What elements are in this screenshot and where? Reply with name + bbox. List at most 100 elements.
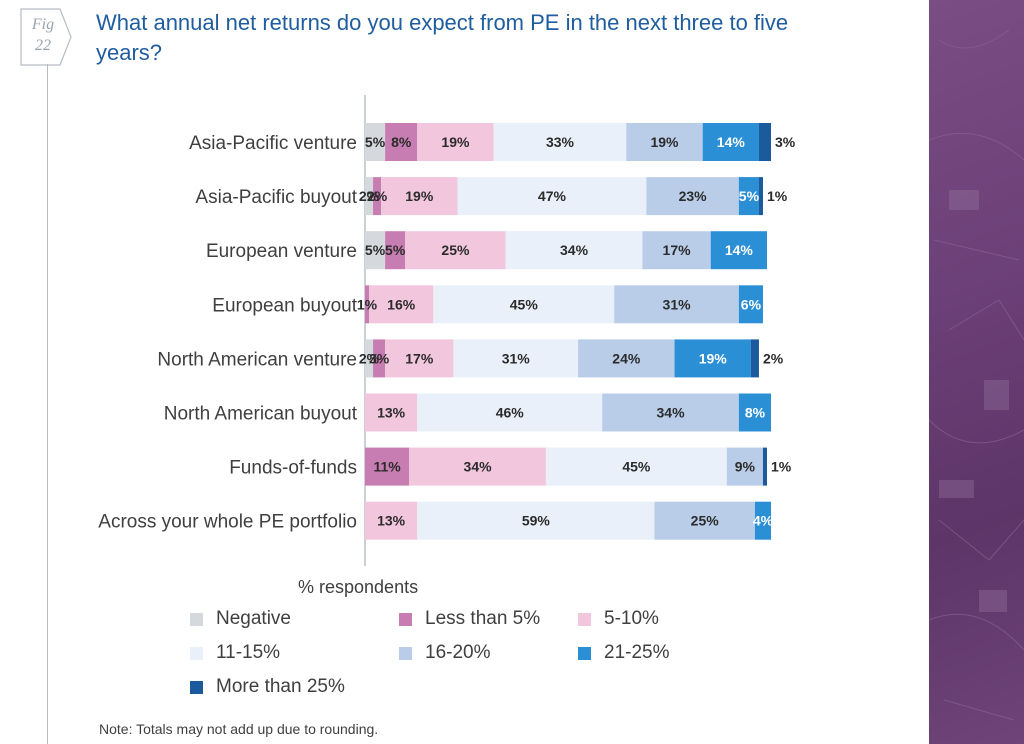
data-label-north-american-buyout-16-20: 34%: [657, 405, 686, 421]
data-label-north-american-venture-5-10: 17%: [405, 350, 434, 366]
category-label-funds-of-funds: Funds-of-funds: [229, 458, 357, 479]
category-label-asia-pacific-buyout: Asia-Pacific buyout: [195, 187, 357, 208]
data-label-european-venture-5-10: 25%: [441, 242, 470, 258]
data-label-asia-pacific-venture-11-15: 33%: [546, 134, 575, 150]
data-label-across-your-whole-pe-portfolio-11-15: 59%: [522, 513, 551, 529]
bar-segment-funds-of-funds-more-than-25: [762, 447, 767, 486]
legend-label-5-10: 5-10%: [604, 608, 659, 629]
data-label-asia-pacific-venture-more-than-25: 3%: [775, 134, 796, 150]
data-label-european-buyout-less-than-5: 1%: [357, 296, 378, 312]
data-label-asia-pacific-venture-negative: 5%: [365, 134, 386, 150]
data-label-funds-of-funds-11-15: 45%: [622, 459, 651, 475]
bar-segment-across-your-whole-pe-portfolio-11-15: [417, 501, 655, 540]
data-label-funds-of-funds-5-10: 34%: [464, 459, 493, 475]
bar-segment-funds-of-funds-5-10: [409, 447, 546, 486]
figure-number: 22: [35, 37, 51, 54]
bar-segment-european-venture-less-than-5: [385, 231, 406, 270]
decorative-photo-panel: [929, 0, 1024, 744]
bar-segment-european-venture-negative: [365, 231, 386, 270]
data-label-european-buyout-5-10: 16%: [387, 296, 416, 312]
bar-segment-across-your-whole-pe-portfolio-5-10: [365, 501, 418, 540]
data-label-across-your-whole-pe-portfolio-16-20: 25%: [691, 513, 720, 529]
data-label-european-venture-21-25: 14%: [725, 242, 754, 258]
data-label-european-venture-16-20: 17%: [663, 242, 692, 258]
legend-swatch-11-15: [190, 647, 203, 660]
bar-segment-funds-of-funds-11-15: [545, 447, 727, 486]
bar-segment-european-venture-11-15: [505, 231, 643, 270]
category-label-european-venture: European venture: [206, 241, 357, 262]
bar-segment-asia-pacific-buyout-more-than-25: [758, 177, 763, 216]
data-label-north-american-venture-less-than-5: 3%: [369, 350, 390, 366]
category-label-across-your-whole-pe-portfolio: Across your whole PE portfolio: [98, 512, 357, 533]
bar-segment-european-buyout-5-10: [369, 285, 434, 324]
bar-segment-european-buyout-21-25: [738, 285, 763, 324]
legend-swatch-16-20: [399, 647, 412, 660]
legend-label-negative: Negative: [216, 608, 291, 629]
data-label-across-your-whole-pe-portfolio-5-10: 13%: [377, 513, 406, 529]
bar-segment-funds-of-funds-less-than-5: [365, 447, 410, 486]
bar-segment-north-american-venture-less-than-5: [373, 339, 386, 378]
data-label-funds-of-funds-more-than-25: 1%: [771, 459, 792, 475]
bar-segment-asia-pacific-buyout-11-15: [457, 177, 647, 216]
bar-segment-asia-pacific-buyout-16-20: [646, 177, 739, 216]
data-label-european-venture-less-than-5: 5%: [385, 242, 406, 258]
data-label-asia-pacific-venture-21-25: 14%: [717, 134, 746, 150]
figure-label: Fig: [31, 16, 55, 33]
bar-segment-asia-pacific-venture-negative: [365, 123, 386, 161]
bar-segment-european-venture-16-20: [642, 231, 711, 270]
legend-swatch-less-than-5: [399, 613, 412, 626]
bar-segment-north-american-buyout-21-25: [738, 393, 772, 432]
data-label-european-buyout-21-25: 6%: [741, 296, 762, 312]
x-axis-label: % respondents: [298, 577, 419, 597]
legend-label-less-than-5: Less than 5%: [425, 608, 541, 629]
bar-segment-asia-pacific-venture-less-than-5: [385, 123, 418, 161]
data-label-across-your-whole-pe-portfolio-21-25: 4%: [753, 513, 774, 529]
bar-segment-european-venture-21-25: [710, 231, 767, 270]
bar-segment-north-american-buyout-16-20: [602, 393, 739, 432]
legend-label-16-20: 16-20%: [425, 642, 491, 663]
data-label-european-buyout-11-15: 45%: [510, 296, 539, 312]
category-label-north-american-buyout: North American buyout: [164, 404, 358, 425]
category-label-european-buyout: European buyout: [212, 295, 357, 316]
data-label-asia-pacific-buyout-16-20: 23%: [679, 188, 708, 204]
data-label-asia-pacific-buyout-less-than-5: 2%: [367, 188, 388, 204]
bar-segment-across-your-whole-pe-portfolio-16-20: [654, 501, 755, 540]
bar-segment-across-your-whole-pe-portfolio-21-25: [754, 501, 772, 540]
figure-badge-shape: [20, 8, 72, 66]
data-label-european-venture-11-15: 34%: [560, 242, 589, 258]
bar-segment-asia-pacific-venture-16-20: [626, 123, 703, 161]
bar-segment-asia-pacific-venture-21-25: [702, 123, 759, 161]
page-rule: [47, 64, 48, 744]
bar-segment-asia-pacific-buyout-negative: [365, 177, 374, 216]
bar-segment-north-american-buyout-11-15: [417, 393, 603, 432]
data-label-north-american-buyout-21-25: 8%: [745, 405, 766, 421]
bar-segment-asia-pacific-buyout-less-than-5: [373, 177, 382, 216]
bar-segment-european-buyout-less-than-5: [365, 285, 370, 324]
bar-segment-european-venture-5-10: [405, 231, 506, 270]
data-label-funds-of-funds-less-than-5: 11%: [373, 459, 401, 475]
data-label-asia-pacific-venture-5-10: 19%: [441, 134, 470, 150]
data-label-asia-pacific-venture-less-than-5: 8%: [391, 134, 412, 150]
bar-segment-north-american-venture-negative: [365, 339, 374, 378]
data-label-north-american-venture-more-than-25: 2%: [763, 350, 784, 366]
bar-segment-asia-pacific-venture-11-15: [493, 123, 627, 161]
bar-segment-north-american-buyout-5-10: [365, 393, 418, 432]
data-label-asia-pacific-venture-16-20: 19%: [650, 134, 679, 150]
data-label-asia-pacific-buyout-21-25: 5%: [739, 188, 760, 204]
data-label-funds-of-funds-16-20: 9%: [735, 459, 756, 475]
bar-segment-asia-pacific-venture-more-than-25: [758, 123, 772, 161]
bar-segment-north-american-venture-more-than-25: [750, 339, 759, 378]
data-label-asia-pacific-buyout-5-10: 19%: [405, 188, 434, 204]
data-label-asia-pacific-buyout-more-than-25: 1%: [767, 188, 788, 204]
bar-segment-asia-pacific-venture-5-10: [417, 123, 494, 161]
legend-swatch-more-than-25: [190, 681, 203, 694]
legend-label-11-15: 11-15%: [216, 642, 281, 663]
data-label-north-american-venture-16-20: 24%: [612, 350, 641, 366]
page-title: What annual net returns do you expect fr…: [96, 10, 789, 65]
data-label-european-buyout-16-20: 31%: [663, 296, 692, 312]
category-label-north-american-venture: North American venture: [157, 349, 357, 370]
legend-label-more-than-25: More than 25%: [216, 676, 345, 697]
bar-segment-north-american-venture-11-15: [453, 339, 579, 378]
bar-segment-european-buyout-16-20: [614, 285, 739, 324]
